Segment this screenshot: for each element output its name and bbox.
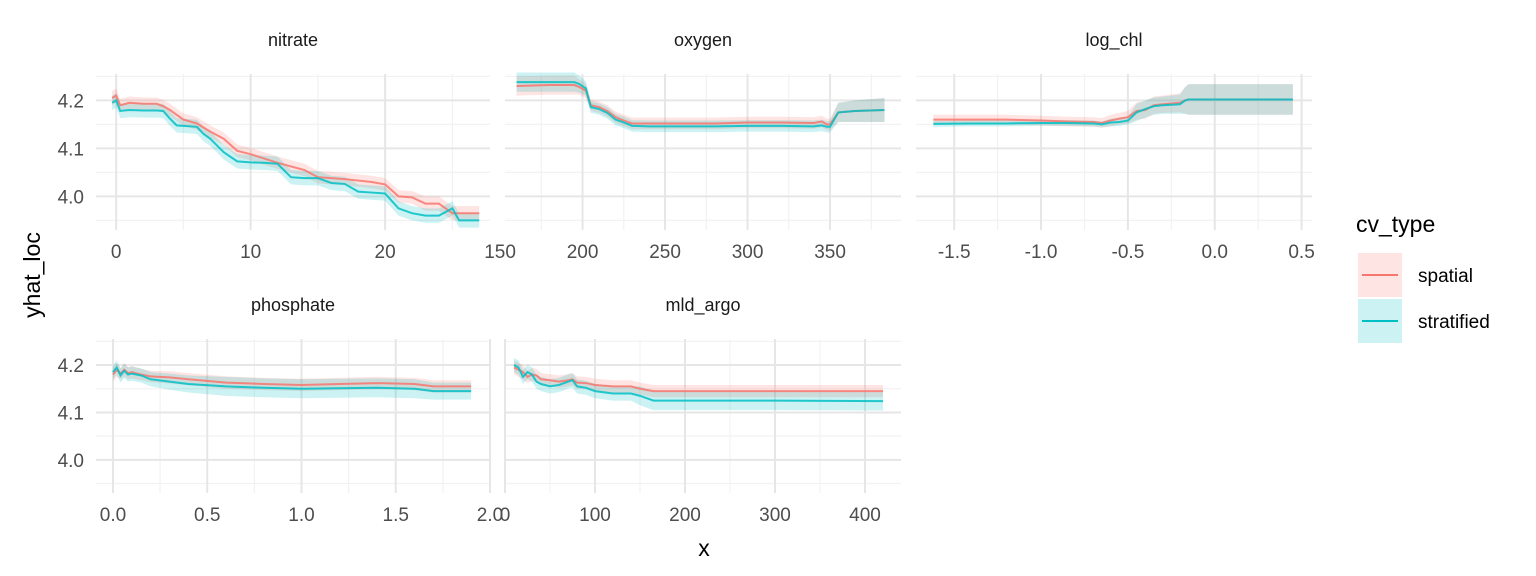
x-tick-label: -1.5 bbox=[938, 242, 971, 263]
x-tick-label: 2.0 bbox=[477, 505, 503, 526]
y-tick-label: 4.0 bbox=[58, 451, 84, 472]
x-tick-label: 150 bbox=[484, 242, 516, 263]
series-line-stratified bbox=[513, 364, 884, 403]
facet-label-oxygen: oxygen bbox=[674, 30, 732, 50]
series-line-stratified bbox=[516, 81, 885, 128]
legend-title: cv_type bbox=[1356, 211, 1435, 237]
x-tick-label: 0 bbox=[500, 505, 511, 526]
ribbon-stratified bbox=[514, 357, 883, 411]
x-tick-label: 300 bbox=[732, 242, 764, 263]
ribbon-stratified bbox=[516, 72, 885, 133]
x-tick-label: 1.0 bbox=[288, 505, 314, 526]
x-axis-title: x bbox=[698, 535, 710, 561]
legend-label-spatial: spatial bbox=[1418, 266, 1473, 287]
series-line-spatial bbox=[516, 84, 885, 126]
y-tick-label: 4.1 bbox=[58, 403, 84, 424]
x-tick-label: -0.5 bbox=[1112, 242, 1145, 263]
ribbon-spatial bbox=[514, 360, 883, 398]
facet-label-phosphate: phosphate bbox=[251, 295, 335, 315]
panel-nitrate: nitrate 0 10 20 4.0 4.1 4.2 bbox=[58, 30, 490, 263]
x-tick-label: 1.5 bbox=[383, 505, 409, 526]
series-line-stratified bbox=[933, 98, 1293, 126]
panel-oxygen: oxygen 150 200 250 300 350 bbox=[484, 30, 901, 263]
ribbon-stratified bbox=[933, 84, 1293, 128]
legend: cv_type spatial stratified bbox=[1356, 211, 1490, 343]
x-tick-label: 0.5 bbox=[194, 505, 220, 526]
legend-key-stratified: stratified bbox=[1358, 299, 1490, 343]
facet-label-log_chl: log_chl bbox=[1085, 30, 1142, 51]
x-tick-label: 20 bbox=[375, 242, 396, 263]
x-tick-label: 0 bbox=[111, 242, 122, 263]
ribbon-spatial bbox=[516, 75, 885, 131]
x-tick-label: 200 bbox=[567, 242, 599, 263]
x-tick-label: 200 bbox=[669, 505, 701, 526]
legend-key-spatial: spatial bbox=[1358, 253, 1473, 297]
x-tick-label: 400 bbox=[849, 505, 881, 526]
y-tick-label: 4.1 bbox=[58, 139, 84, 160]
y-tick-label: 4.2 bbox=[58, 356, 84, 377]
x-tick-label: 100 bbox=[579, 505, 611, 526]
y-tick-label: 4.0 bbox=[58, 187, 84, 208]
series-line-stratified bbox=[112, 365, 472, 393]
facet-label-mld_argo: mld_argo bbox=[665, 295, 740, 316]
x-tick-label: 350 bbox=[814, 242, 846, 263]
x-tick-label: 300 bbox=[759, 505, 791, 526]
panel-phosphate: phosphate 0.0 0.5 1.0 1.5 2.0 4.0 4.1 4.2 bbox=[58, 295, 504, 526]
facet-label-nitrate: nitrate bbox=[268, 30, 318, 50]
panel-mld_argo: mld_argo 0 100 200 300 400 bbox=[500, 295, 901, 526]
x-tick-label: 0.5 bbox=[1288, 242, 1314, 263]
x-tick-label: 250 bbox=[649, 242, 681, 263]
ribbon-stratified bbox=[112, 360, 472, 400]
x-tick-label: 0.0 bbox=[100, 505, 126, 526]
x-tick-label: -1.0 bbox=[1025, 242, 1058, 263]
ribbon-stratified bbox=[112, 93, 480, 228]
x-tick-label: 10 bbox=[240, 242, 261, 263]
legend-label-stratified: stratified bbox=[1418, 312, 1490, 333]
series-line-stratified bbox=[111, 98, 480, 222]
x-tick-label: 0.0 bbox=[1202, 242, 1228, 263]
ribbon-spatial bbox=[933, 84, 1293, 128]
panel-log_chl: log_chl -1.5 -1.0 -0.5 0.0 0.5 bbox=[916, 30, 1315, 263]
y-tick-label: 4.2 bbox=[58, 91, 84, 112]
y-axis-title: yhat_loc bbox=[19, 232, 45, 318]
